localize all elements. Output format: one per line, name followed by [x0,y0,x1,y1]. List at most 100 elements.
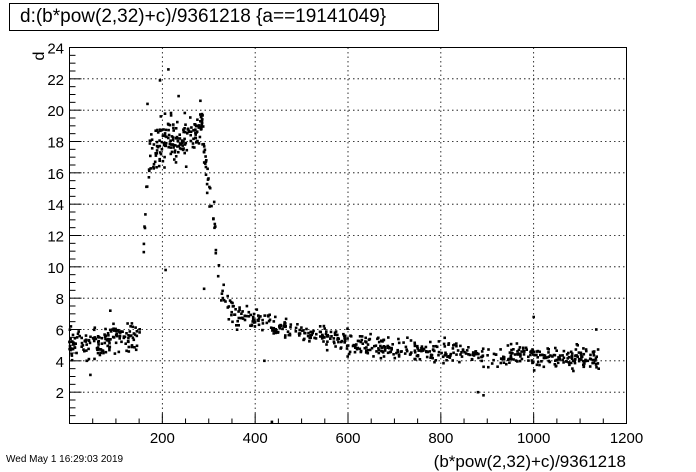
data-point [190,126,193,129]
data-point [441,355,445,358]
data-point [300,326,303,329]
data-point [272,320,276,323]
data-point [199,113,202,116]
data-point [237,324,240,327]
data-point [449,352,453,356]
data-point [92,339,96,343]
data-point [71,333,75,337]
data-point [359,340,363,344]
data-point [368,348,372,352]
y-tick-label: 18 [47,135,64,152]
data-point [200,127,203,130]
data-point [221,296,225,300]
data-point [198,135,202,139]
data-point [135,334,139,338]
data-point [499,361,503,365]
data-point [178,147,182,150]
data-point [68,344,72,348]
data-point [286,330,290,333]
data-point [200,115,203,119]
x-tick-label: 600 [335,430,360,447]
data-point [115,332,118,335]
data-point [274,328,278,331]
data-point [106,344,109,348]
data-point [104,334,108,337]
data-point [87,357,91,361]
data-point [531,348,534,351]
data-point [334,345,337,348]
data-point [129,325,132,328]
data-point [114,327,117,331]
data-point [103,341,107,345]
y-tick-label: 6 [56,323,64,340]
data-point [154,154,158,157]
data-point [175,135,179,139]
y-tick-label: 16 [47,166,64,183]
chart-title: d:(b*pow(2,32)+c)/9361218 {a==19141049} [9,3,439,31]
data-point [446,355,449,358]
data-point [97,340,100,344]
data-point [76,332,80,336]
data-point [212,200,216,204]
data-point [552,353,556,357]
data-point [161,159,165,163]
data-point [125,332,128,335]
data-point [455,344,458,348]
data-point [527,359,530,362]
data-point [360,338,364,342]
data-point [245,314,248,318]
data-point [577,351,581,354]
data-point [126,322,129,325]
data-point [155,144,159,148]
data-point [152,165,155,169]
data-point [167,145,170,149]
data-point [275,329,278,333]
data-point [509,342,513,346]
data-point [89,373,92,377]
data-point [487,348,490,351]
data-point [93,357,96,361]
data-point [397,337,400,341]
x-tick-label: 800 [428,430,453,447]
data-point [194,136,198,140]
y-tick-label: 14 [47,197,64,214]
data-point [329,330,333,334]
data-point [174,155,178,158]
data-point [169,114,173,117]
data-point [455,342,458,345]
data-point [298,334,301,337]
data-point [568,363,571,367]
data-point [594,362,598,366]
data-point [366,343,370,346]
data-point [400,350,403,353]
data-point [124,342,127,345]
data-point [327,335,330,338]
data-point [370,346,374,350]
data-point [236,319,239,323]
data-point [189,130,193,133]
data-point [468,353,472,357]
data-point [382,338,385,342]
data-point [128,334,131,338]
data-point [482,394,485,397]
data-point [555,358,558,362]
data-point [69,325,73,328]
data-point [212,217,215,220]
data-point [69,348,72,352]
data-point [184,141,188,145]
data-point [396,350,399,353]
data-point [345,347,349,350]
data-point [393,356,397,360]
data-point [70,340,74,343]
data-point [117,350,121,354]
data-point [177,94,180,98]
data-point [542,365,546,369]
data-point [199,99,202,103]
data-point [440,351,443,355]
data-point [197,126,201,129]
data-point [410,351,413,354]
data-point [494,353,498,356]
data-point [163,112,167,115]
data-point [471,353,475,357]
data-point [133,333,137,336]
